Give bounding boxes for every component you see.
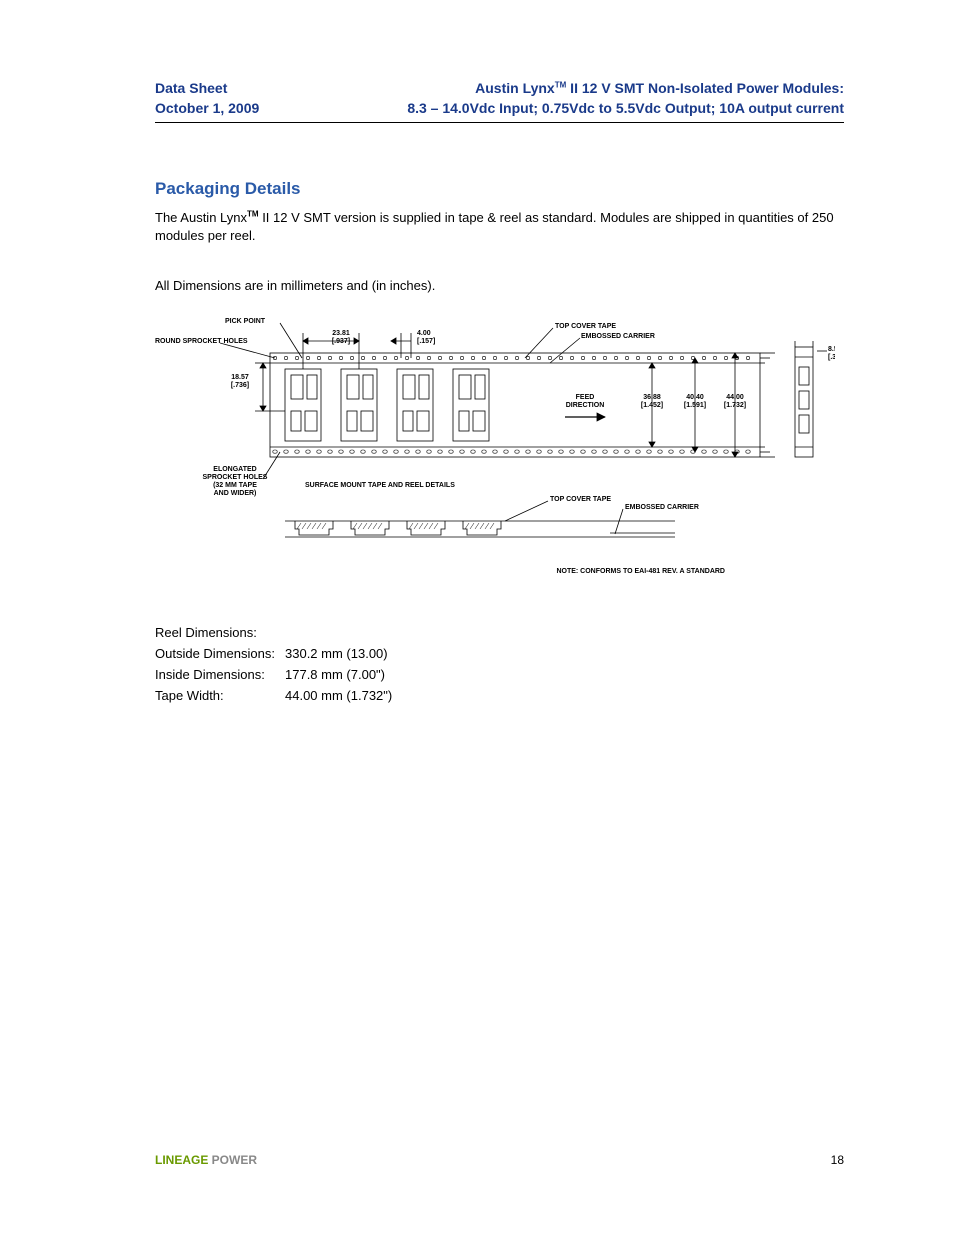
header-left-bottom: October 1, 2009 <box>155 100 259 116</box>
table-row: Inside Dimensions: 177.8 mm (7.00") <box>155 667 844 682</box>
dim-1857: 18.57 <box>231 374 249 381</box>
table-row: Tape Width: 44.00 mm (1.732") <box>155 688 844 703</box>
header-row-2: October 1, 2009 8.3 – 14.0Vdc Input; 0.7… <box>155 100 844 116</box>
footer-brand: LINEAGE POWER <box>155 1153 257 1167</box>
label-pick-point: PICK POINT <box>225 318 266 325</box>
dim-value: 330.2 mm (13.00) <box>285 646 388 661</box>
label-smt-detail: SURFACE MOUNT TAPE AND REEL DETAILS <box>305 482 455 489</box>
dim-850-in: [.335] <box>828 354 835 361</box>
label-embossed-carrier: EMBOSSED CARRIER <box>581 333 655 340</box>
reel-heading: Reel Dimensions: <box>155 625 285 640</box>
label-direction: DIRECTION <box>566 402 605 409</box>
section-title: Packaging Details <box>155 179 844 199</box>
label-feed: FEED <box>576 394 595 401</box>
dimensions-caption: All Dimensions are in millimeters and (i… <box>155 278 844 293</box>
header-rule <box>155 122 844 123</box>
dim-value: 44.00 mm (1.732") <box>285 688 392 703</box>
tape-reel-diagram: PICK POINT ROUND SPROCKET HOLES TOP COVE… <box>155 311 835 591</box>
trademark-symbol: TM <box>247 210 259 219</box>
dim-label: Tape Width: <box>155 688 285 703</box>
label-elongated-3: (32 MM TAPE <box>213 482 257 489</box>
diagram-note: NOTE: CONFORMS TO EAI-481 REV. A STANDAR… <box>556 568 725 575</box>
reel-dimensions-table: Reel Dimensions: Outside Dimensions: 330… <box>155 625 844 703</box>
label-elongated-1: ELONGATED <box>213 466 256 473</box>
label-embossed-carrier-2: EMBOSSED CARRIER <box>625 504 699 511</box>
dim-2381-in: [.937] <box>332 338 350 345</box>
dim-400: 4.00 <box>417 330 431 337</box>
header-right-top: Austin LynxTM II 12 V SMT Non-Isolated P… <box>475 80 844 96</box>
dim-value: 177.8 mm (7.00") <box>285 667 385 682</box>
table-row: Outside Dimensions: 330.2 mm (13.00) <box>155 646 844 661</box>
dim-850: 8.50 <box>828 346 835 353</box>
dim-400-in: [.157] <box>417 338 435 345</box>
dim-3688-in: [1.452] <box>641 402 663 409</box>
label-elongated-2: SPROCKET HOLES <box>203 474 268 481</box>
dim-4400-in: [1.732] <box>724 402 746 409</box>
dim-2381: 23.81 <box>332 330 350 337</box>
page-footer: LINEAGE POWER 18 <box>155 1153 844 1167</box>
dim-4040: 40.40 <box>686 394 704 401</box>
footer-brand-power: POWER <box>208 1153 257 1167</box>
page-number: 18 <box>831 1153 844 1167</box>
trademark-symbol: TM <box>555 80 567 89</box>
label-elongated-4: AND WIDER) <box>214 490 257 497</box>
dim-4400: 44.00 <box>726 394 744 401</box>
label-round-sprocket: ROUND SPROCKET HOLES <box>155 338 248 345</box>
section-paragraph-1: The Austin LynxTM II 12 V SMT version is… <box>155 209 844 244</box>
header-row-1: Data Sheet Austin LynxTM II 12 V SMT Non… <box>155 80 844 96</box>
dim-3688: 36.88 <box>643 394 661 401</box>
label-top-cover-tape-2: TOP COVER TAPE <box>550 496 611 503</box>
header-right-bottom: 8.3 – 14.0Vdc Input; 0.75Vdc to 5.5Vdc O… <box>407 100 844 116</box>
dim-4040-in: [1.591] <box>684 402 706 409</box>
dim-label: Outside Dimensions: <box>155 646 285 661</box>
page: Data Sheet Austin LynxTM II 12 V SMT Non… <box>0 0 954 1235</box>
dim-1857-in: [.736] <box>231 382 249 389</box>
footer-brand-lineage: LINEAGE <box>155 1153 208 1167</box>
label-top-cover-tape: TOP COVER TAPE <box>555 323 616 330</box>
header-left-top: Data Sheet <box>155 80 227 96</box>
dim-label: Inside Dimensions: <box>155 667 285 682</box>
